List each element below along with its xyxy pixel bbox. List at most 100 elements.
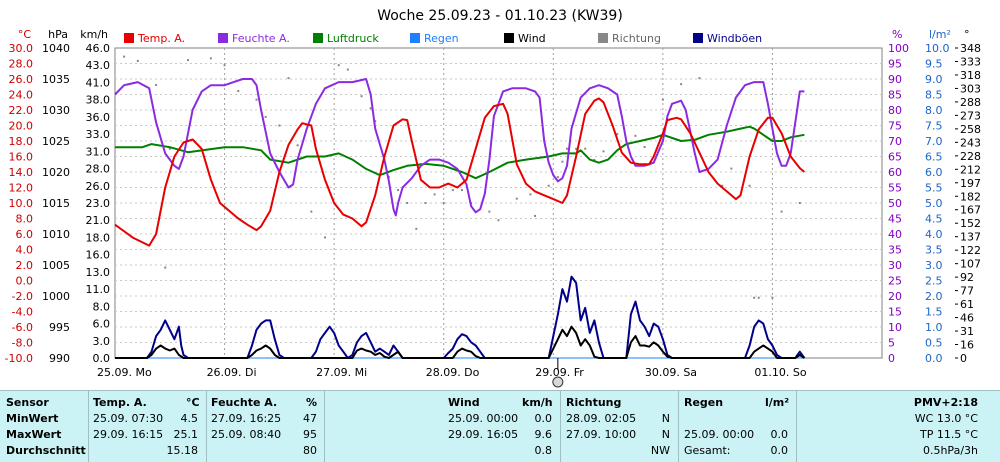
- pressure-tick-label: 1040: [42, 42, 70, 55]
- direction-point: [488, 210, 491, 213]
- rain-tick-label: 4.5: [925, 213, 943, 226]
- wind-tick-label: 31.0: [86, 145, 111, 158]
- direction-point: [556, 176, 559, 179]
- direction-point: [136, 59, 139, 62]
- direction-point: [187, 59, 190, 62]
- row-label-min: MinWert: [6, 412, 59, 425]
- wind-tick-label: 33.0: [86, 128, 111, 141]
- direction-point: [287, 77, 290, 80]
- direction-point: [155, 84, 158, 87]
- time-marker[interactable]: [552, 358, 564, 388]
- direction-point: [164, 266, 167, 269]
- pressure-tick-label: 1015: [42, 197, 70, 210]
- direction-point: [460, 189, 463, 192]
- direction-point: [360, 95, 363, 98]
- direction-tick-label: 92: [960, 271, 974, 284]
- x-axis-day-label: 27.09. Mi: [316, 366, 367, 379]
- humidity-max-time: 25.09. 08:40: [211, 428, 282, 441]
- temp-tick-label: 14.0: [9, 166, 34, 179]
- direction-tick-label: 122: [960, 244, 981, 257]
- pmv-windchill: WC 13.0 °C: [914, 412, 978, 425]
- legend-label: Temp. A.: [137, 32, 185, 45]
- series-layer: [114, 55, 806, 359]
- rain-tick-label: 2.0: [925, 290, 943, 303]
- direction-point: [168, 147, 171, 150]
- direction-point: [433, 193, 436, 196]
- rain-tick-label: 8.0: [925, 104, 943, 117]
- wind-tick-label: 21.0: [86, 214, 111, 227]
- direction-point: [374, 120, 377, 123]
- direction-tick-label: 77: [960, 285, 974, 298]
- x-axis-labels: 25.09. Mo 26.09. Di 27.09. Mi 28.09. Do 29.0…: [97, 366, 807, 379]
- pressure-tick-label: 1030: [42, 104, 70, 117]
- direction-tick-label: 167: [960, 204, 981, 217]
- temp-tick-label: 0.0: [16, 275, 34, 288]
- wind-tick-label: 23.0: [86, 197, 111, 210]
- wind-max-time: 29.09. 16:05: [448, 428, 519, 441]
- temp-unit: °C: [186, 396, 200, 409]
- temp-tick-label: 24.0: [9, 89, 34, 102]
- direction-tick-label: 152: [960, 217, 981, 230]
- direction-point: [497, 219, 500, 222]
- rain-tick-label: 9.0: [925, 73, 943, 86]
- rain-tick-label: 8.5: [925, 89, 943, 102]
- pressure-tick-label: 1025: [42, 135, 70, 148]
- humidity-tick-label: 40: [888, 228, 902, 241]
- column-divider: [88, 391, 89, 462]
- series-line-windb-en: [115, 275, 806, 359]
- legend-swatch: [124, 33, 134, 43]
- x-axis-day-label: 28.09. Do: [426, 366, 480, 379]
- legend: Temp. A. Feuchte A. Luftdruck Regen Wind Rich…: [124, 32, 762, 45]
- sensor-header: Sensor: [6, 396, 49, 409]
- direction-point: [237, 90, 240, 93]
- direction-unit-label: °: [964, 28, 970, 41]
- rain-tick-label: 3.0: [925, 259, 943, 272]
- direction-point: [721, 184, 724, 187]
- temp-tick-label: -10.0: [5, 352, 33, 365]
- direction-point: [278, 124, 281, 127]
- direction-tick-label: 228: [960, 150, 981, 163]
- wind-tick-label: 41.0: [86, 76, 111, 89]
- humidity-max-value: 95: [303, 428, 317, 441]
- direction-point: [529, 193, 532, 196]
- temp-min-value: 4.5: [180, 412, 199, 425]
- column-divider: [796, 391, 797, 462]
- rain-unit: l/m²: [765, 396, 790, 409]
- wind-tick-label: 43.0: [86, 59, 111, 72]
- wind-tick-label: 16.0: [86, 249, 111, 262]
- rain-unit-label: l/m²: [929, 28, 951, 41]
- humidity-header: Feuchte A.: [211, 396, 278, 409]
- direction-point: [602, 150, 605, 153]
- temp-tick-label: 30.0: [9, 42, 34, 55]
- pressure-tick-label: 1005: [42, 259, 70, 272]
- rain-tick-label: 2.5: [925, 275, 943, 288]
- humidity-tick-label: 0: [888, 352, 895, 365]
- pmv-dewpoint: TP 11.5 °C: [919, 428, 978, 441]
- direction-tick-label: 107: [960, 258, 981, 271]
- humidity-tick-label: 85: [888, 89, 902, 102]
- column-divider: [206, 391, 207, 462]
- humidity-min-value: 47: [303, 412, 317, 425]
- temp-tick-label: 4.0: [16, 244, 34, 257]
- direction-point: [310, 210, 313, 213]
- humidity-tick-label: 80: [888, 104, 902, 117]
- rain-tick-label: 10.0: [925, 42, 950, 55]
- wind-header: Wind: [448, 396, 480, 409]
- humidity-tick-label: 65: [888, 151, 902, 164]
- wind-tick-label: 8.0: [93, 300, 111, 313]
- pmv-pressure-trend: 0.5hPa/3h: [922, 444, 978, 457]
- column-divider: [324, 391, 325, 462]
- wind-unit-label: km/h: [80, 28, 108, 41]
- time-slider-handle[interactable]: [552, 376, 564, 388]
- weather-chart: Woche 25.09.23 - 01.10.23 (KW39) Temp. A…: [5, 8, 981, 388]
- direction-point: [748, 184, 751, 187]
- direction-point: [771, 296, 774, 299]
- direction-tick-label: 31: [960, 325, 974, 338]
- direction-min-value: N: [661, 412, 670, 425]
- temp-tick-label: 20.0: [9, 120, 34, 133]
- temp-tick-label: -6.0: [12, 321, 33, 334]
- direction-tick-label: 212: [960, 163, 981, 176]
- direction-tick-label: 197: [960, 177, 981, 190]
- direction-point: [451, 189, 454, 192]
- legend-label: Richtung: [612, 32, 661, 45]
